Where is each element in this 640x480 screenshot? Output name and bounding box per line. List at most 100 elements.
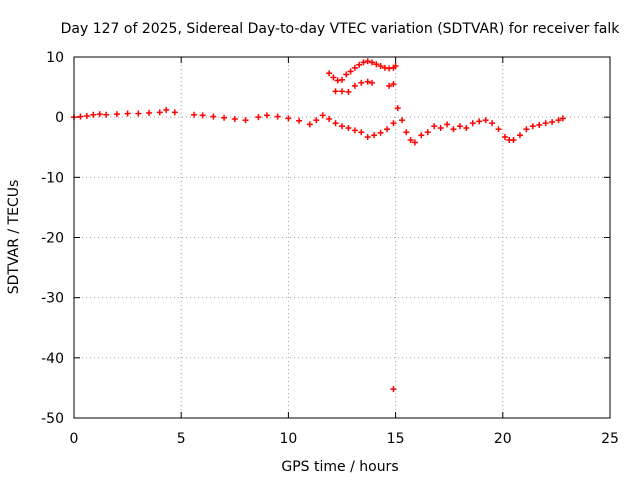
data-point-mid-arc	[339, 88, 345, 95]
data-point-main	[285, 115, 292, 122]
x-tick-label: 15	[387, 431, 405, 447]
data-point-upper-arc	[347, 68, 354, 75]
data-point-main	[77, 113, 84, 120]
data-point-main	[542, 120, 549, 127]
data-point-main	[516, 132, 523, 139]
data-point-main	[555, 117, 562, 124]
data-point-main	[437, 124, 444, 131]
data-point-main	[469, 120, 476, 127]
data-point-main	[332, 120, 339, 127]
data-point-main	[424, 129, 431, 136]
data-point-main	[242, 117, 249, 124]
data-point-main	[418, 132, 425, 139]
data-point-mid-arc	[390, 81, 397, 88]
data-point-main	[377, 129, 384, 136]
y-tick-label: -50	[41, 411, 64, 427]
data-point-main	[326, 115, 333, 122]
data-point-mid-arc	[345, 88, 352, 95]
plot-frame	[73, 56, 611, 419]
data-point-main	[411, 139, 418, 146]
data-point-mid-arc	[358, 79, 365, 86]
data-point-main	[384, 126, 391, 133]
data-point-main	[549, 118, 556, 125]
data-point-main	[403, 129, 410, 136]
data-point-upper-arc	[364, 58, 371, 65]
data-point-upper-arc	[369, 59, 376, 66]
data-point-main	[313, 117, 320, 124]
x-tick-label: 10	[279, 431, 297, 447]
data-point-main	[146, 109, 153, 116]
data-point-main	[135, 110, 142, 117]
x-axis-label: GPS time / hours	[281, 459, 398, 475]
data-point-main	[306, 121, 313, 128]
data-point-upper-arc	[343, 71, 350, 78]
y-tick-label: -30	[41, 291, 64, 307]
x-tick-label: 25	[601, 431, 619, 447]
data-point-main	[510, 137, 517, 144]
x-tick-label: 20	[494, 431, 512, 447]
data-point-main	[171, 109, 178, 116]
data-point-mid-arc	[332, 88, 339, 95]
data-point-main	[221, 114, 228, 121]
data-point-main	[255, 114, 262, 121]
y-tick-label: -40	[41, 351, 64, 367]
data-point-main	[163, 106, 170, 113]
data-points	[71, 58, 566, 393]
data-point-main	[559, 115, 566, 122]
data-point-main	[431, 123, 438, 130]
data-point-main	[463, 124, 470, 131]
data-point-main	[495, 126, 502, 133]
y-tick-label: -10	[41, 170, 64, 186]
data-point-upper-arc	[360, 59, 367, 66]
grid-lines	[74, 57, 610, 418]
y-tick-label: -20	[41, 231, 64, 247]
data-point-main	[296, 117, 303, 124]
data-point-main	[394, 105, 401, 112]
data-point-main	[529, 123, 536, 130]
x-tick-label: 0	[70, 431, 79, 447]
data-point-main	[407, 137, 414, 144]
data-point-upper-arc	[356, 61, 363, 68]
data-point-main	[345, 124, 352, 131]
data-point-mid-arc	[364, 78, 371, 85]
x-tick-label: 5	[177, 431, 186, 447]
data-point-main	[210, 113, 217, 120]
data-point-main	[450, 126, 457, 133]
data-point-main	[358, 129, 365, 136]
data-point-upper-arc	[326, 70, 333, 77]
data-point-main	[263, 112, 270, 119]
data-point-main	[103, 111, 110, 118]
data-point-upper-arc	[377, 63, 384, 70]
data-point-upper-arc	[330, 74, 337, 81]
data-point-main	[444, 121, 451, 128]
data-point-main	[90, 111, 97, 118]
y-axis-label: SDTVAR / TECUs	[6, 180, 22, 295]
y-tick-label: 0	[55, 110, 64, 126]
data-point-main	[83, 112, 90, 119]
data-point-upper-arc	[392, 63, 399, 70]
data-point-main	[156, 109, 163, 116]
data-point-mid-arc	[351, 82, 358, 89]
data-point-main	[364, 134, 371, 141]
data-point-main	[113, 111, 120, 118]
data-point-main	[536, 121, 543, 128]
data-point-main	[351, 127, 358, 134]
data-point-main	[523, 126, 530, 133]
data-point-main	[399, 117, 406, 124]
data-point-main	[191, 111, 198, 118]
chart-title: Day 127 of 2025, Sidereal Day-to-day VTE…	[61, 21, 621, 37]
data-point-main	[456, 123, 463, 130]
data-point-main	[199, 112, 206, 119]
data-point-main	[96, 111, 103, 118]
data-point-main	[124, 110, 131, 117]
data-point-main	[489, 120, 496, 127]
data-point-upper-arc	[351, 64, 358, 71]
data-point-mid-arc	[386, 82, 393, 89]
data-point-main	[231, 115, 238, 122]
y-tick-label: 10	[46, 50, 64, 66]
data-point-main	[501, 134, 508, 141]
data-point-upper-arc	[339, 76, 345, 83]
data-point-main	[371, 132, 378, 139]
data-point-main	[339, 123, 345, 130]
